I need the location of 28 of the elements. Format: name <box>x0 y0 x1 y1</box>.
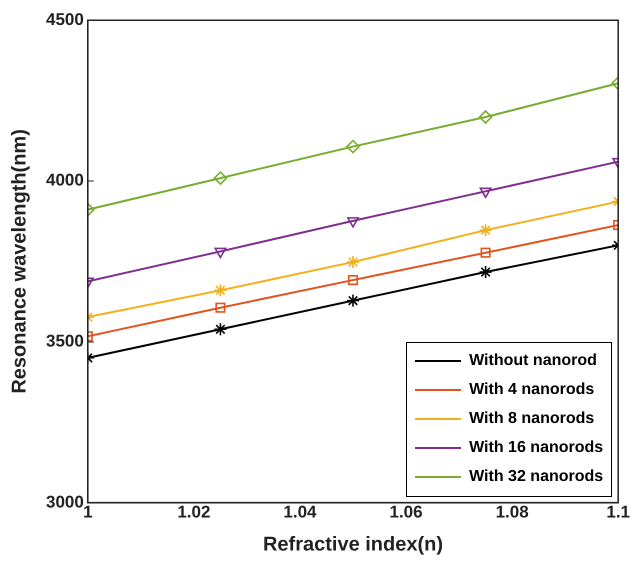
point <box>478 110 492 124</box>
point <box>214 171 228 185</box>
x-tick-label: 1.02 <box>177 502 210 522</box>
y-tick-label: 4000 <box>46 170 84 190</box>
x-tick-label: 1 <box>83 502 93 522</box>
y-tick-label: 3500 <box>46 331 84 350</box>
point <box>346 140 360 154</box>
point <box>348 275 358 286</box>
point <box>214 284 228 298</box>
legend-label: With 4 nanorods <box>469 381 594 400</box>
legend-label: With 32 nanorods <box>469 468 604 486</box>
x-tick-label: 1.06 <box>389 502 423 522</box>
point <box>346 294 360 308</box>
y-tick-label: 3000 <box>46 492 84 512</box>
legend-label: With 8 nanorods <box>469 410 594 428</box>
point <box>478 265 492 279</box>
point <box>347 217 359 228</box>
x-tick-label: 1.04 <box>283 502 318 522</box>
x-tick-label: 1.1 <box>606 502 630 522</box>
legend-label: With 16 nanorods <box>469 439 604 458</box>
point <box>214 322 228 336</box>
y-axis-title: Resonance wavelength(nm) <box>8 129 31 394</box>
legend-label: Without nanorod <box>469 352 597 370</box>
x-axis-title: Refractive index(n) <box>262 534 444 556</box>
x-tick-label: 1.08 <box>496 502 529 522</box>
point <box>478 223 492 238</box>
y-tick-label: 4500 <box>46 10 84 29</box>
point <box>346 255 360 269</box>
